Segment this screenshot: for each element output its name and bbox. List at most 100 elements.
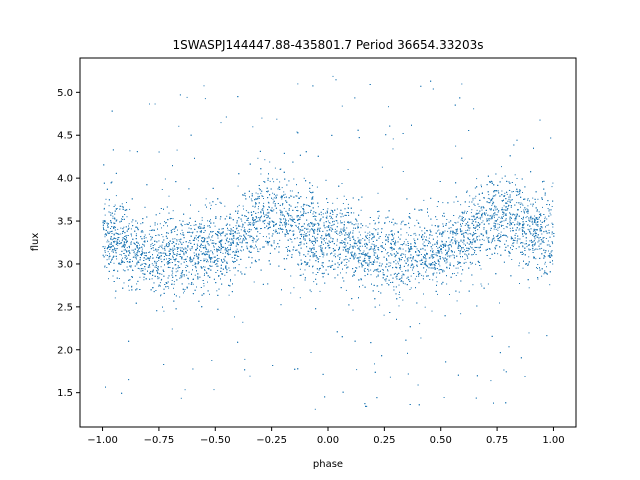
scatter-point	[179, 247, 181, 249]
scatter-point	[213, 245, 214, 247]
scatter-point	[318, 269, 320, 271]
scatter-point	[258, 206, 259, 208]
scatter-point	[447, 230, 449, 232]
scatter-point	[443, 243, 445, 245]
scatter-point	[201, 217, 203, 219]
scatter-point	[407, 265, 409, 267]
scatter-point	[432, 254, 434, 255]
scatter-point	[522, 223, 524, 225]
scatter-point	[204, 269, 206, 271]
scatter-point	[156, 257, 158, 259]
scatter-point	[227, 229, 229, 231]
scatter-point	[113, 242, 115, 244]
scatter-point	[453, 201, 455, 203]
scatter-point	[432, 279, 434, 281]
scatter-point	[468, 229, 470, 231]
scatter-point	[455, 243, 457, 245]
scatter-point	[164, 178, 166, 180]
scatter-point	[182, 241, 184, 243]
scatter-point	[470, 212, 472, 214]
scatter-point	[124, 254, 126, 256]
scatter-point	[172, 272, 174, 274]
scatter-point	[216, 265, 218, 267]
scatter-point	[346, 258, 348, 260]
scatter-point	[475, 263, 477, 265]
scatter-point	[406, 277, 408, 279]
scatter-point	[186, 96, 188, 98]
scatter-point	[385, 236, 386, 238]
scatter-point	[279, 218, 281, 220]
scatter-point	[128, 228, 130, 230]
scatter-point	[522, 218, 524, 220]
scatter-point	[267, 228, 269, 230]
scatter-point	[431, 224, 433, 226]
scatter-point	[159, 212, 161, 214]
scatter-point	[403, 241, 405, 243]
scatter-point	[327, 208, 329, 210]
scatter-point	[262, 236, 264, 237]
scatter-point	[432, 257, 434, 259]
scatter-point	[367, 226, 369, 228]
scatter-point	[203, 85, 205, 87]
scatter-point	[231, 257, 233, 258]
scatter-point	[334, 228, 336, 230]
scatter-point	[289, 238, 291, 240]
scatter-point	[151, 278, 153, 280]
scatter-point	[330, 229, 332, 231]
scatter-point	[180, 272, 182, 274]
scatter-point	[216, 290, 218, 292]
scatter-point	[115, 252, 117, 253]
scatter-point	[330, 227, 332, 229]
scatter-point	[547, 208, 549, 209]
scatter-point	[190, 258, 192, 260]
scatter-point	[117, 228, 119, 230]
scatter-point	[185, 267, 187, 268]
scatter-point	[224, 205, 226, 207]
scatter-point	[463, 219, 465, 221]
scatter-point	[515, 190, 517, 192]
scatter-point	[525, 240, 527, 242]
scatter-point	[508, 189, 510, 191]
scatter-point	[128, 225, 129, 227]
scatter-point	[521, 203, 523, 205]
scatter-point	[442, 233, 444, 235]
scatter-point	[180, 275, 182, 277]
scatter-point	[465, 230, 467, 232]
scatter-point	[373, 250, 375, 252]
scatter-point	[410, 248, 412, 250]
scatter-point	[231, 229, 233, 231]
scatter-point	[193, 224, 195, 226]
scatter-point	[232, 260, 233, 262]
scatter-point	[151, 238, 153, 240]
scatter-point	[322, 243, 324, 245]
scatter-point	[521, 218, 522, 219]
scatter-point	[311, 240, 313, 242]
scatter-point	[457, 247, 459, 249]
scatter-point	[111, 250, 113, 252]
scatter-point	[416, 254, 418, 256]
scatter-point	[499, 302, 500, 304]
scatter-point	[396, 223, 398, 225]
scatter-point	[355, 270, 357, 272]
scatter-point	[343, 195, 345, 197]
scatter-point	[364, 253, 366, 255]
scatter-point	[150, 244, 152, 245]
scatter-point	[334, 268, 336, 270]
scatter-point	[520, 206, 521, 208]
scatter-point	[424, 262, 426, 264]
scatter-point	[358, 266, 360, 268]
scatter-point	[410, 275, 412, 277]
scatter-point	[167, 261, 169, 263]
scatter-point	[495, 194, 497, 196]
scatter-point	[497, 223, 499, 225]
scatter-point	[535, 221, 537, 223]
scatter-point	[390, 246, 392, 248]
scatter-point	[496, 214, 498, 216]
scatter-point	[176, 240, 178, 242]
scatter-point	[499, 226, 500, 228]
scatter-point	[123, 243, 125, 245]
scatter-point	[387, 239, 389, 241]
scatter-point	[239, 249, 241, 251]
scatter-point	[242, 205, 244, 207]
scatter-point	[224, 274, 226, 276]
